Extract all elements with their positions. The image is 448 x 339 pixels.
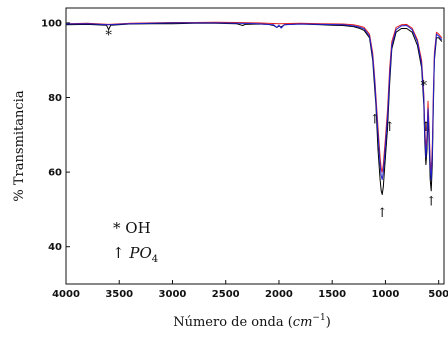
annotation-layer: * ↑ ↑ ↑ * ↑ ↑ — [105, 29, 436, 221]
spectrum-series-1 — [65, 22, 443, 195]
x-tick-label: 4000 — [52, 289, 80, 300]
x-tick-label: 1000 — [372, 289, 400, 300]
x-tick-label: 2500 — [212, 289, 240, 300]
oh-marker: * — [105, 29, 112, 44]
svg-text:* OH: * OH — [113, 219, 151, 237]
legend: * OH ↑ PO4 — [112, 219, 158, 265]
plot-frame — [65, 7, 445, 285]
x-axis-ticks: 4000 3500 3000 2500 2000 1500 1000 500 — [52, 280, 448, 300]
x-axis-label-prefix: Número de onda ( — [173, 315, 293, 330]
legend-po4-symbol: ↑ — [112, 244, 125, 262]
oh-marker: * — [421, 79, 428, 94]
x-tick-label: 1500 — [318, 289, 346, 300]
x-tick-label: 3500 — [105, 289, 133, 300]
po4-marker: ↑ — [369, 113, 380, 128]
x-axis-label-unit: cm — [293, 315, 313, 330]
svg-text:↑ PO4: ↑ PO4 — [112, 244, 158, 265]
y-tick-label: 80 — [48, 93, 62, 104]
legend-oh-label: OH — [125, 219, 150, 237]
x-tick-label: 500 — [428, 289, 448, 300]
series-layer — [65, 21, 443, 195]
x-axis-label: Número de onda (cm−1) — [173, 313, 331, 330]
y-tick-label: 60 — [48, 168, 62, 179]
x-axis-label-suffix: ) — [326, 315, 331, 330]
x-tick-label: 2000 — [265, 289, 293, 300]
legend-oh-symbol: * — [113, 219, 121, 237]
spectrum-series-3 — [65, 22, 443, 181]
y-tick-label: 40 — [48, 242, 62, 253]
x-axis-label-exponent: −1 — [312, 313, 325, 323]
y-axis-ticks: 40 60 80 100 — [41, 18, 70, 253]
po4-marker: ↑ — [377, 206, 388, 221]
legend-po4-subscript: 4 — [152, 254, 158, 265]
po4-marker: ↑ — [420, 120, 431, 135]
y-tick-label: 100 — [41, 18, 62, 29]
po4-marker: ↑ — [384, 120, 395, 135]
y-axis-label: % Transmitancia — [12, 90, 27, 201]
po4-marker: ↑ — [426, 195, 437, 210]
x-tick-label: 3000 — [159, 289, 187, 300]
legend-po4-label: PO — [128, 244, 151, 262]
